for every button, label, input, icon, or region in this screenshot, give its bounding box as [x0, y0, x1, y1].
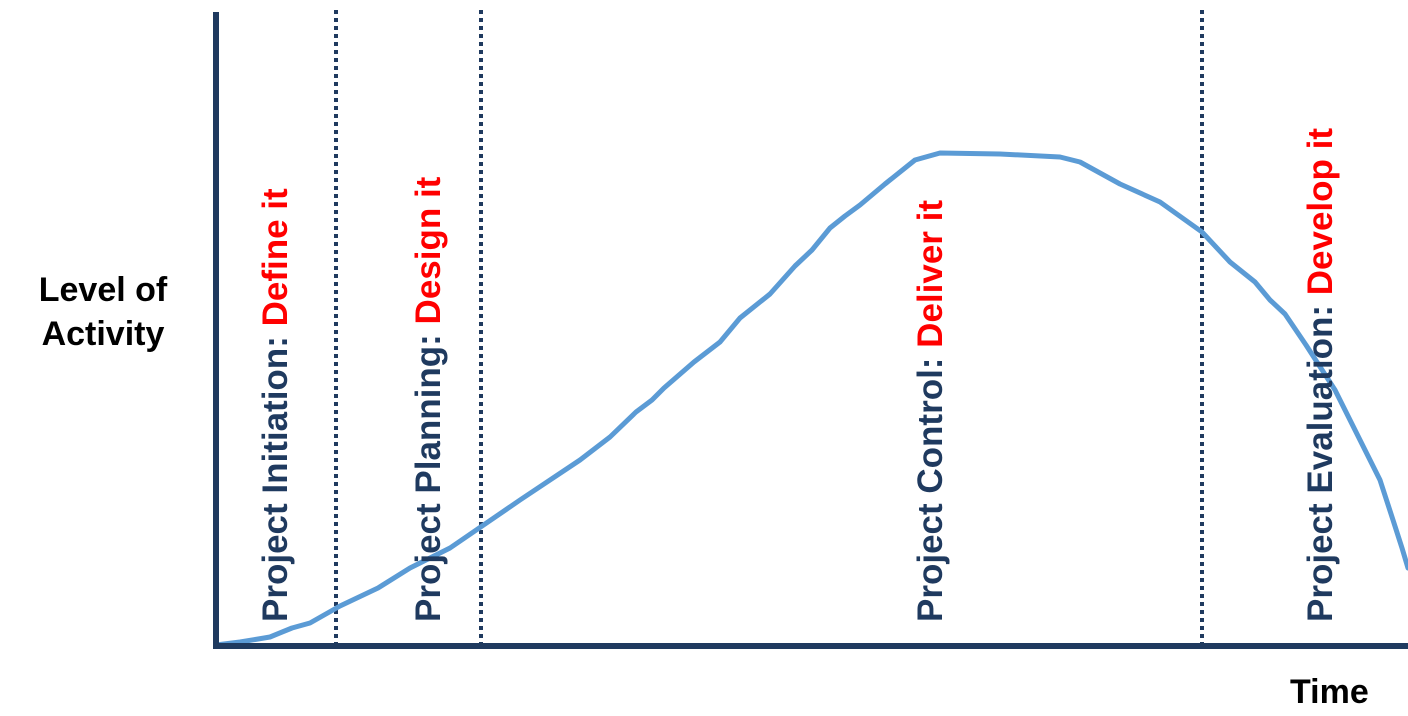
phase-label-control: Project Control: Deliver it	[911, 200, 950, 622]
y-axis-label-line1: Level of	[38, 271, 168, 309]
phase-label-initiation: Project Initiation: Define it	[256, 188, 295, 622]
phase-label-control-action: Deliver it	[911, 200, 950, 348]
phase-label-initiation-prefix: Project Initiation:	[256, 326, 295, 622]
phase-label-planning-prefix: Project Planning:	[409, 324, 448, 622]
y-axis-label-line2: Activity	[41, 315, 165, 354]
phase-label-control-prefix: Project Control:	[911, 348, 950, 622]
phase-label-initiation-action: Define it	[256, 188, 295, 326]
phase-label-planning: Project Planning: Design it	[409, 176, 448, 622]
phase-label-planning-action: Design it	[409, 176, 448, 324]
y-axis-label: Level of Activity	[18, 268, 188, 356]
activity-curve	[213, 150, 1408, 648]
phase-label-evaluation-prefix: Project Evaluation:	[1301, 295, 1340, 622]
phase-label-evaluation: Project Evaluation: Develop it	[1301, 128, 1340, 622]
x-axis-label: Time	[1290, 673, 1369, 711]
phase-label-evaluation-action: Develop it	[1301, 128, 1340, 296]
